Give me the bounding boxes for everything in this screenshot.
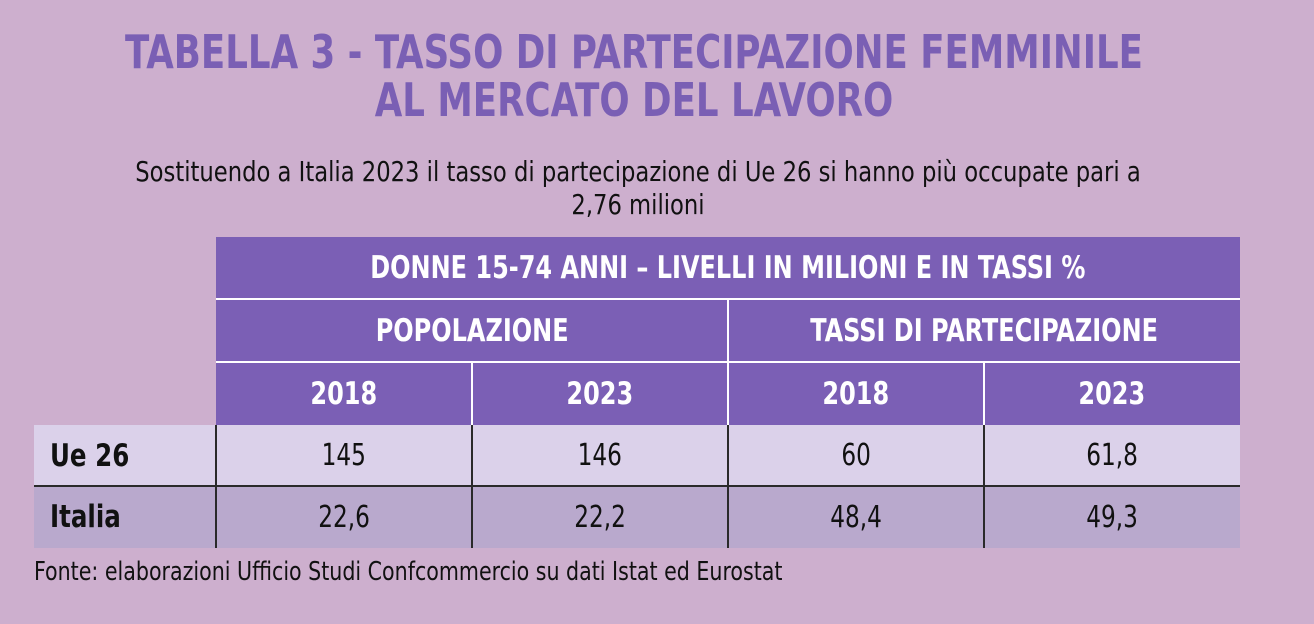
subtitle-line-2: 2,76 milioni [571, 188, 705, 221]
table-cell-value: 61,8 [1086, 438, 1138, 473]
table-cell: 145 [216, 425, 472, 486]
grid-line [34, 485, 1240, 487]
grid-line [471, 362, 473, 425]
table-cell-value: 49,3 [1086, 499, 1138, 535]
table-cell: 61,8 [984, 425, 1240, 486]
row-label-italia: Italia [34, 486, 216, 548]
grid-line [983, 362, 985, 425]
table-subtitle: Sostituendo a Italia 2023 il tasso di pa… [64, 155, 1212, 221]
group-header-popolazione: POPOLAZIONE [216, 299, 728, 362]
table-title-line-1: TABELLA 3 - TASSO DI PARTECIPAZIONE FEMM… [125, 25, 1143, 79]
table-cell-value: 22,6 [318, 499, 370, 535]
table-cell-value: 146 [577, 438, 623, 473]
subtitle-line-1: Sostituendo a Italia 2023 il tasso di pa… [135, 155, 1141, 188]
grid-line [983, 425, 985, 548]
table-cell: 49,3 [984, 486, 1240, 548]
table-cell-value: 48,4 [830, 499, 882, 535]
grid-line [471, 425, 473, 548]
row-label-text: Italia [50, 499, 121, 535]
year-header-label: 2023 [566, 375, 634, 412]
table-cell-value: 22,2 [574, 499, 626, 535]
grid-line [215, 425, 217, 548]
year-header-label: 2023 [1078, 375, 1146, 412]
year-header: 2023 [472, 362, 728, 425]
group-header-tassi: TASSI DI PARTECIPAZIONE [728, 299, 1240, 362]
year-header-label: 2018 [822, 375, 890, 412]
data-table: DONNE 15-74 ANNI – LIVELLI IN MILIONI E … [34, 237, 1240, 548]
grid-line [727, 425, 729, 548]
group-header-popolazione-label: POPOLAZIONE [375, 312, 569, 349]
year-header-label: 2018 [310, 375, 378, 412]
row-label-text: Ue 26 [50, 437, 130, 474]
table-cell: 48,4 [728, 486, 984, 548]
table-cell-value: 145 [321, 438, 367, 473]
table-cell: 22,2 [472, 486, 728, 548]
table-cell: 146 [472, 425, 728, 486]
table-main-header: DONNE 15-74 ANNI – LIVELLI IN MILIONI E … [216, 237, 1240, 299]
table-title-line-2: AL MERCATO DEL LAVORO [374, 73, 894, 127]
source-note: Fonte: elaborazioni Ufficio Studi Confco… [34, 557, 783, 587]
year-header: 2018 [728, 362, 984, 425]
row-label-ue26: Ue 26 [34, 425, 216, 486]
group-header-tassi-label: TASSI DI PARTECIPAZIONE [810, 312, 1158, 349]
table-main-header-label: DONNE 15-74 ANNI – LIVELLI IN MILIONI E … [370, 250, 1086, 286]
table-cell: 22,6 [216, 486, 472, 548]
table-cell: 60 [728, 425, 984, 486]
table-title: TABELLA 3 - TASSO DI PARTECIPAZIONE FEMM… [89, 28, 1179, 124]
table-cell-value: 60 [841, 438, 871, 473]
year-header: 2023 [984, 362, 1240, 425]
grid-line [727, 299, 729, 425]
year-header: 2018 [216, 362, 472, 425]
